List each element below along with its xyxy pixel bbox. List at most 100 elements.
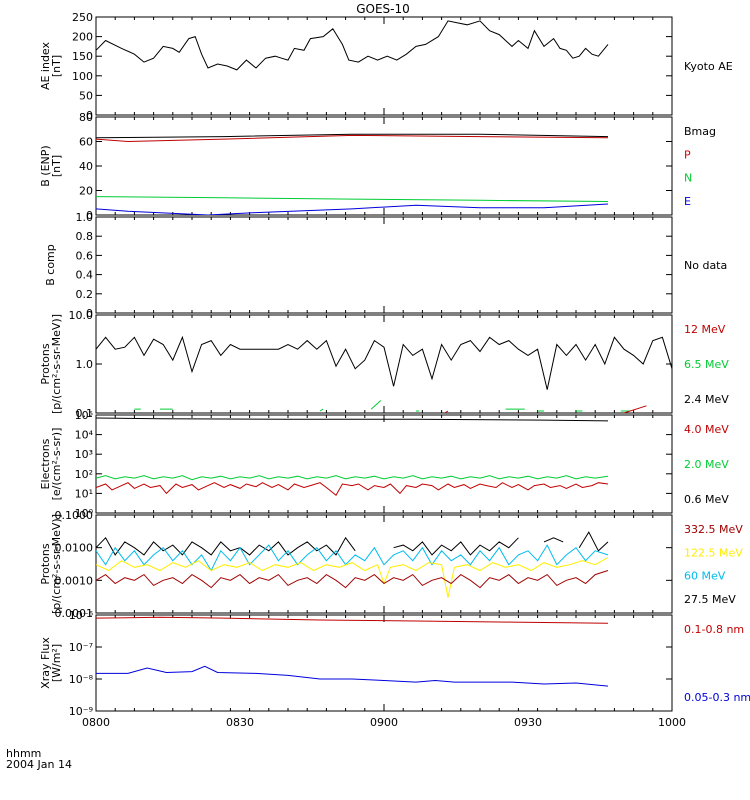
series-line bbox=[96, 417, 609, 422]
legend-label: P bbox=[684, 148, 691, 161]
legend-label: 2.4 MeV bbox=[684, 393, 729, 406]
legend-label: 12 MeV bbox=[684, 323, 726, 336]
y-axis-label: [e/(cm²-s-sr)] bbox=[50, 428, 63, 501]
y-axis-label: Protons bbox=[39, 543, 52, 584]
y-tick-label: 1.0 bbox=[76, 211, 94, 224]
y-tick-label: 0 bbox=[86, 109, 93, 122]
y-tick-label: 0.0100 bbox=[55, 542, 94, 555]
series-line bbox=[96, 616, 609, 624]
series-line bbox=[134, 400, 631, 412]
y-axis-label: [p/(cm²-s-sr-MeV)] bbox=[50, 314, 63, 414]
series-line bbox=[96, 134, 609, 143]
panel-5: 10⁰ 10¹ 10² 10³ 10⁴ 10⁵ Electrons[e/(cm²-s-sr)… bbox=[39, 409, 729, 520]
y-axis-label: AE index bbox=[39, 41, 52, 90]
series-line bbox=[444, 405, 647, 413]
panel-1: 0 50 100 150 200 250 AE index[nT] Kyoto AE bbox=[39, 11, 733, 122]
footer-time-label: hhmm bbox=[6, 747, 41, 760]
legend-label: 0.1-0.8 nm bbox=[684, 623, 744, 636]
series-line bbox=[96, 475, 609, 481]
y-tick-label: 150 bbox=[72, 50, 93, 63]
legend-label: 2.0 MeV bbox=[684, 458, 729, 471]
y-axis-label: Protons bbox=[39, 343, 52, 384]
panel-frame bbox=[95, 216, 673, 314]
series-line bbox=[96, 482, 609, 497]
panel-2: 0 20 40 60 80 B (ENP)[nT] Bmag PNE bbox=[39, 111, 716, 222]
y-axis-label: Electrons bbox=[39, 438, 52, 489]
y-tick-label: 10⁻⁸ bbox=[69, 673, 94, 686]
y-tick-label: 1.0 bbox=[76, 358, 94, 371]
y-axis-label: Xray Flux bbox=[39, 637, 52, 689]
legend-label: No data bbox=[684, 259, 727, 272]
panel-frame bbox=[95, 116, 673, 216]
y-tick-label: 0 bbox=[86, 209, 93, 222]
y-tick-label: 0.0010 bbox=[55, 574, 94, 587]
panel-7: 10⁻⁹ 10⁻⁸ 10⁻⁷ 10⁻⁶ Xray Flux[W/m²] 0.1-0.8 n… bbox=[39, 609, 750, 718]
y-tick-label: 60 bbox=[79, 136, 93, 149]
y-axis-label: B comp bbox=[44, 244, 57, 286]
series-line bbox=[96, 196, 609, 202]
y-tick-label: 40 bbox=[79, 160, 93, 173]
series-line bbox=[96, 544, 609, 572]
y-tick-label: 10⁻⁹ bbox=[69, 705, 93, 718]
series-line bbox=[96, 133, 609, 139]
y-tick-label: 0.0001 bbox=[55, 607, 94, 620]
y-tick-label: 0.1000 bbox=[55, 509, 94, 522]
y-tick-label: 0.2 bbox=[76, 288, 94, 301]
footer-date-label: 2004 Jan 14 bbox=[6, 758, 72, 771]
y-tick-label: 10⁴ bbox=[75, 429, 94, 442]
legend-label: 332.5 MeV bbox=[684, 523, 743, 536]
y-tick-label: 10.0 bbox=[69, 309, 94, 322]
y-axis-label: B (ENP) bbox=[39, 145, 52, 186]
legend-label: N bbox=[684, 172, 692, 185]
y-tick-label: 10⁻⁶ bbox=[69, 609, 94, 622]
panel-frame bbox=[95, 314, 673, 414]
y-tick-label: 0 bbox=[86, 307, 93, 320]
panel-frame bbox=[95, 614, 673, 712]
y-tick-label: 0.4 bbox=[76, 269, 94, 282]
series-line bbox=[96, 531, 609, 556]
y-tick-label: 10³ bbox=[75, 448, 93, 461]
panel-frame bbox=[95, 414, 673, 514]
series-line bbox=[96, 570, 609, 589]
y-tick-label: 0.6 bbox=[76, 249, 94, 262]
legend-label: 4.0 MeV bbox=[684, 423, 729, 436]
y-tick-label: 10⁰ bbox=[75, 507, 94, 520]
y-tick-label: 50 bbox=[79, 89, 93, 102]
x-axis: 0800 0830 0900 0930 1000 bbox=[82, 716, 686, 729]
legend-label: 0.6 MeV bbox=[684, 493, 729, 506]
y-axis-label: [p/(cm²-s-sr-MeV)] bbox=[50, 514, 63, 614]
x-tick-label: 0800 bbox=[82, 716, 110, 729]
x-tick-label: 0900 bbox=[370, 716, 398, 729]
panel-4: 0.1 1.0 10.0 Protons[p/(cm²-s-sr-MeV)] 12 Me… bbox=[39, 309, 729, 420]
series-line bbox=[96, 335, 672, 390]
legend-label: Kyoto AE bbox=[684, 60, 733, 73]
y-tick-label: 0.8 bbox=[76, 230, 94, 243]
panel-frame bbox=[95, 16, 673, 116]
legend-label: Bmag bbox=[684, 125, 716, 138]
y-axis-label: [W/m²] bbox=[50, 644, 63, 682]
legend-label: 60 MeV bbox=[684, 570, 726, 583]
panel-6: 0.0001 0.0010 0.0100 0.1000 Protons[p/(cm²-s… bbox=[39, 509, 743, 620]
figure-title: GOES-10 bbox=[356, 2, 410, 16]
x-tick-label: 0830 bbox=[226, 716, 254, 729]
x-tick-label: 1000 bbox=[658, 716, 686, 729]
legend-label: 27.5 MeV bbox=[684, 593, 736, 606]
y-tick-label: 100 bbox=[72, 70, 93, 83]
series-line bbox=[96, 20, 609, 71]
y-tick-label: 10⁻⁷ bbox=[69, 641, 93, 654]
y-tick-label: 0.1 bbox=[76, 407, 94, 420]
series-line bbox=[96, 557, 609, 598]
series-line bbox=[96, 203, 609, 215]
legend-label: 0.05-0.3 nm bbox=[684, 691, 750, 704]
x-tick-label: 0930 bbox=[514, 716, 542, 729]
y-axis-label: [nT] bbox=[50, 55, 63, 77]
legend-label: 122.5 MeV bbox=[684, 546, 743, 559]
y-tick-label: 80 bbox=[79, 111, 93, 124]
y-tick-label: 10⁵ bbox=[75, 409, 93, 422]
y-tick-label: 200 bbox=[72, 31, 93, 44]
series-line bbox=[96, 665, 609, 687]
panel-3: 0 0.2 0.4 0.6 0.8 1.0 B comp No data bbox=[44, 211, 727, 320]
y-tick-label: 250 bbox=[72, 11, 93, 24]
